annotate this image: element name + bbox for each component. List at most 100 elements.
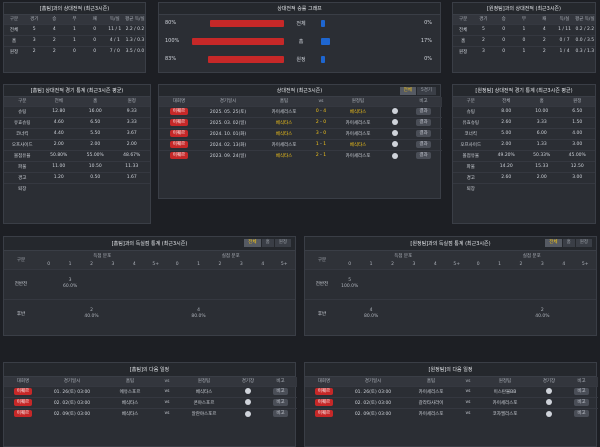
note-button[interactable]: 비고	[273, 399, 288, 406]
dist-cell	[531, 268, 554, 299]
table-cell: 0	[513, 34, 535, 46]
tab-0[interactable]: 전체	[244, 239, 261, 247]
tab-1[interactable]: 홈	[261, 239, 274, 247]
column-header: 대회명	[305, 377, 343, 386]
table-cell: 3.33	[113, 116, 150, 128]
away-stats-panel: [원정팀] 상대전적 경기 통계 (최근3시즌 평균) 구분 전체 홈 원정 슈팅 8.…	[452, 84, 596, 224]
dist-cell	[510, 268, 532, 299]
column-header: 무	[513, 15, 535, 24]
table-cell: 45.00%	[559, 149, 595, 161]
result-button[interactable]: 결과	[416, 119, 431, 126]
league-badge[interactable]: 이퀘르	[13, 410, 33, 418]
table-row: 코너킥 5.00 6.00 4.00	[453, 127, 595, 139]
table-cell: 50.33%	[524, 149, 560, 161]
column-header: 무	[64, 15, 85, 24]
table-cell: 4	[534, 23, 555, 35]
table-row: 파울 11.00 10.50 11.33	[4, 160, 150, 172]
away-team: 베식타스	[176, 385, 232, 397]
table-cell: 11.33	[113, 160, 150, 172]
table-row: 전체 5 0 1 4 1 / 11 0.2 / 2.2	[453, 23, 595, 35]
league-badge[interactable]: 이퀘르	[13, 388, 33, 395]
league-badge[interactable]: 이퀘르	[13, 399, 33, 406]
row-label: 후반	[305, 298, 339, 329]
table-cell: 4.60	[40, 116, 77, 128]
result-button[interactable]: 결과	[416, 130, 431, 137]
dist-cell	[339, 298, 361, 329]
dist-cell	[123, 268, 146, 299]
table-cell: 코너킥	[4, 127, 41, 139]
score-sep: -	[318, 131, 324, 136]
column-header: 실점 분포	[166, 251, 295, 260]
table-row: 오프사이드 2.00 1.33 3.00	[453, 138, 595, 150]
dist-cell	[230, 268, 253, 299]
tab-2[interactable]: 원정	[575, 239, 592, 247]
league-badge[interactable]: 이퀘르	[169, 119, 189, 126]
panel-title: [원정팀]과의 득실점 통계 (최근3시즌) 전체 홈 원정	[305, 237, 596, 251]
table-cell: 1.50	[559, 116, 595, 128]
table-cell: 파울	[4, 160, 41, 172]
away-score: 4	[323, 109, 327, 114]
home-h2h-table: 구분 경기 승 무 패 득/실 평균 득/실 전체 5 4 1 0 11 / 1 2.2 / 0.2 홈 3…	[4, 15, 145, 57]
panel-title: [원정팀]의 다음 일정	[305, 363, 596, 377]
league-badge[interactable]: 이퀘르	[169, 130, 189, 137]
table-cell: 2	[44, 34, 65, 46]
column-header: 전체	[40, 97, 77, 106]
tab-2[interactable]: 원정	[274, 239, 291, 247]
ball-cell	[232, 407, 264, 419]
column-header: vs	[158, 377, 176, 386]
league-badge[interactable]: 이퀘르	[169, 152, 189, 160]
column-header: 5+	[273, 260, 295, 269]
home-score: 0	[315, 109, 319, 114]
graph-right-percent: 0%	[424, 56, 432, 62]
h2h-results-table: 대회명 경기일시 홈팀 vs 원정팀 비고 이퀘르 2025. 05. 25(토) 카이세리스…	[159, 97, 442, 161]
row-label: 전반전	[305, 268, 339, 299]
league-badge[interactable]: 이퀘르	[314, 399, 334, 406]
dist-cell	[102, 268, 124, 299]
tab-0[interactable]: 전체	[399, 87, 416, 95]
tab-1[interactable]: 5경기	[416, 87, 436, 95]
league-badge[interactable]: 이퀘르	[314, 388, 334, 395]
table-cell: 16.00	[77, 105, 114, 117]
column-header: 구분	[453, 97, 489, 106]
note-button[interactable]: 비고	[273, 388, 288, 395]
result-button[interactable]: 결과	[416, 152, 431, 160]
table-cell: 2.60	[488, 116, 524, 128]
column-header: 패	[84, 15, 105, 24]
home-stats-panel: [홈팀] 상대전적 경기 통계 (최근3시즌 평균) 구분 전체 홈 원정 슈팅 12.…	[3, 84, 151, 224]
league-badge[interactable]: 이퀘르	[314, 410, 334, 418]
league-badge[interactable]: 이퀘르	[169, 141, 189, 148]
table-cell: 2.00	[40, 138, 77, 150]
dist-cell	[446, 268, 468, 299]
note-button[interactable]: 비고	[574, 399, 589, 406]
column-header: 대회명	[4, 377, 42, 386]
dist-cell	[553, 298, 575, 329]
note-cell: 비고	[264, 396, 297, 408]
winrate-graph: 80% 전체 0% 100% 홈 17% 83% 원정 0%	[159, 15, 440, 73]
note-button[interactable]: 비고	[273, 410, 288, 418]
column-header: 득/실	[104, 15, 125, 24]
note-button[interactable]: 비고	[574, 388, 589, 395]
vs-cell: vs	[459, 385, 477, 397]
home-score: 2	[315, 153, 319, 159]
table-row: 원정 3 0 1 2 1 / 4 0.3 / 1.3	[453, 45, 595, 57]
home-winrate-bar	[208, 56, 284, 63]
table-cell: 볼점유율	[4, 149, 41, 161]
tab-1[interactable]: 홈	[562, 239, 575, 247]
home-team: 에유스포르	[102, 385, 158, 397]
result-button[interactable]: 결과	[416, 108, 431, 115]
table-cell: 슈팅	[4, 105, 41, 117]
away-next-schedule-panel: [원정팀]의 다음 일정 대회명 경기일시 홈팀 vs 원정팀 경기장 비고 이퀘르 01. …	[304, 362, 598, 447]
column-header: 경기	[24, 15, 45, 24]
soccer-ball-icon	[392, 119, 398, 126]
table-row: 이퀘르 02. 09(토) 03:00 베식타스 vs 알란야스포르 비고	[4, 407, 297, 419]
league-badge[interactable]: 이퀘르	[169, 108, 189, 115]
league-cell: 이퀘르	[159, 138, 199, 150]
table-row: 볼점유율 50.80% 55.00% 48.67%	[4, 149, 150, 161]
result-button[interactable]: 결과	[416, 141, 431, 148]
tab-0[interactable]: 전체	[545, 239, 562, 247]
away-score: 0	[323, 120, 327, 125]
note-button[interactable]: 비고	[574, 410, 589, 418]
table-cell: 4.40	[40, 127, 77, 139]
note-cell: 결과	[405, 149, 442, 161]
